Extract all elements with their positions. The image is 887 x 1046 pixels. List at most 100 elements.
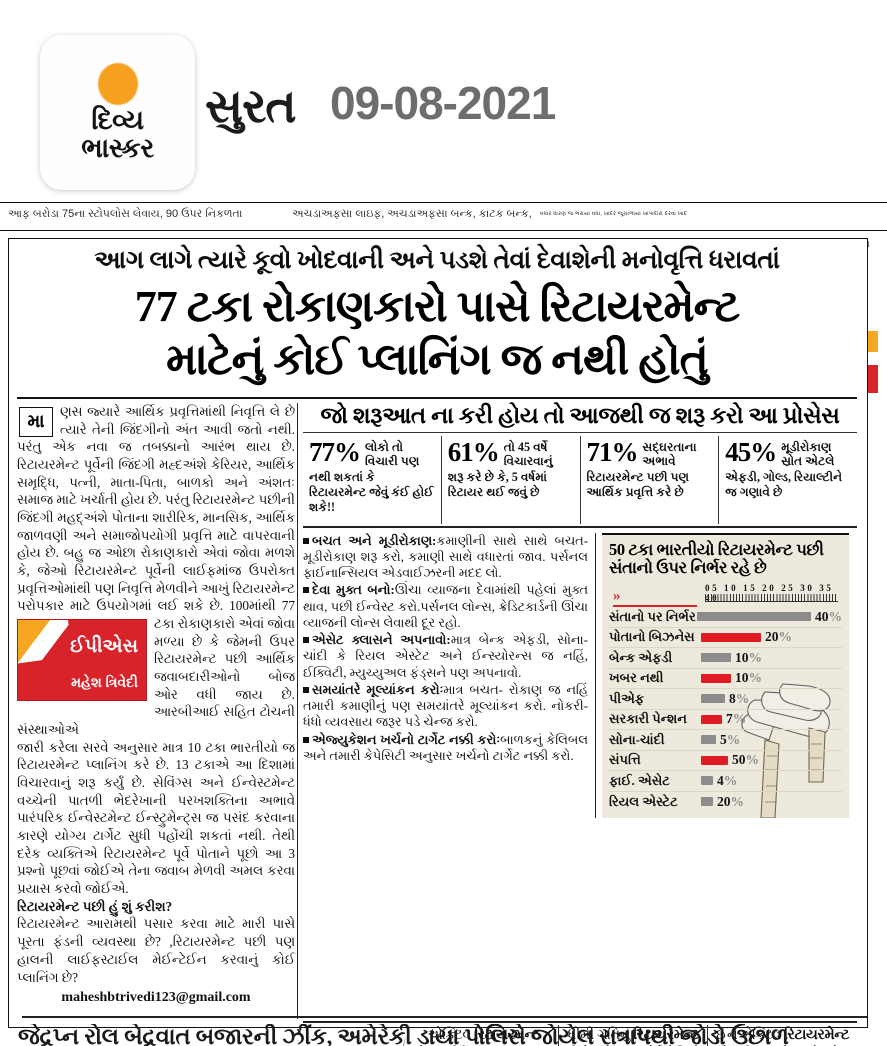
bar [701,714,722,724]
row-label: ફાઈ. એસેટ [609,772,670,788]
chart-title: 50 ટકા ભારતીયો રિટાયરમેન્ટ પછી સંતાનો ઉપ… [609,539,824,578]
divider-top-2 [0,230,887,231]
article-frame: આગ લાગે ત્યારે કૂવો ખોદવાની અને પડશે તેવ… [8,238,868,1046]
article-para-2: મળ્યા છે કે જેમની ઉપર રિટાયરમેન્ટ પછી આર… [17,633,295,738]
tip-lead: એસેટ ક્લાસને અપનાવો: [312,633,451,647]
edition-name: સુરત [205,79,297,132]
bullet-square-icon [303,587,309,594]
tip-lead: દેવા મુક્ત બનો: [312,583,395,598]
drop-cap: મા [19,407,53,437]
stats-row: 77% લોકો તો વિચારી પણ નથી શકતાં કે રિટાય… [303,436,857,524]
tip-lead: સમયાંતરે મૂલ્યાંકન કરોઃ [312,682,444,697]
list-item: દેવા મુક્ત બનો:ઊંચા વ્યાજના દેવામાંથી પહ… [303,582,588,631]
divya-bhaskar-logo[interactable]: દિવ્ય ભાસ્કર [40,35,195,190]
article-para-4: રિટાયરમેન્ટ આરામથી પસાર કરવા માટે મારી પ… [17,916,295,985]
sun-icon [97,62,138,105]
stat-value: 61% [447,437,500,467]
chart-rows: સંતાનો પર નિર્ભર 40% પોતાનો બિઝનેસ 20% બ… [609,607,842,812]
headline-kicker: આગ લાગે ત્યારે કૂવો ખોદવાની અને પડશે તેવ… [94,247,780,274]
top-ticker-strip: આફ બરોડા 75ના સ્ટોપલોસ લેવાય, 90 ઉપર નિક… [0,206,887,228]
column-divider-1 [297,403,298,1019]
row-value: 7% [726,711,747,727]
row-value: 40% [815,608,842,624]
table-row: બેન્ક એફડી 10% [609,648,842,669]
row-label: સંતાનો પર નિર્ભર [609,608,696,624]
stat-value: 77% [309,437,361,467]
stat-lede: મૂડીરોકાણ સ્રોત એટલે [781,440,835,469]
stats-title: જો શરૂઆત ના કરી હોય તો આજથી જ શરૂ કરો આ … [320,403,840,428]
bar [701,673,731,683]
row-label: સંપત્તિ [609,752,641,768]
article-para-1: ણસ જ્યારે આર્થિક પ્રવૃત્તિમાંથી નિવૃત્તિ… [17,404,295,632]
bar [701,735,716,745]
row-label: બેન્ક એફડી [609,649,673,665]
row-value: 50% [732,752,759,768]
table-row: ફાઈ. એસેટ 4% [609,771,842,792]
columnist-badge: ઈપીએસ મહેશ ત્રિવેદી [17,619,147,702]
stat-card: 71% સદ્ઘરતાના અભાવે રિટાયરમેન્ટ પછી પણ આ… [579,436,719,524]
list-item: બચત અને મૂડીરોકાણ:કમાણીની સાથે સાથે બચત-… [303,533,588,582]
bar [701,776,713,786]
row-label: પોતાનો બિઝનેસ [609,629,695,645]
stats-divider [303,432,857,433]
badge-brand: ઈપીએસ [70,636,138,658]
row-label: પીએફ [609,690,645,706]
headline-divider [17,397,857,399]
stat-description: રિટાયરમેન્ટ પછી પણ આર્થિક પ્રવૃત્તિ કરે … [586,470,690,499]
bar [701,632,761,642]
stat-description: નથી શકતાં કે રિટાયરમેન્ટ જેવું કંઈ હોઈ શ… [309,470,434,514]
panel-divider [303,1021,857,1023]
row-value: 4% [717,772,738,788]
masthead: દિવ્ય ભાસ્કર સુરત 09-08-2021 [0,0,887,200]
stat-value: 45% [725,437,777,467]
stat-lede: સદ્ઘરતાના અભાવે [642,440,697,469]
stat-description: એફડી, ગોલ્ડ, રિયાલ્ટીને જ ગણાવે છે [725,470,843,499]
issue-date: 09-08-2021 [330,77,556,129]
bullet-square-icon [303,736,309,743]
row-label: રિયલ એસ્ટેટ [609,793,678,809]
stat-value: 71% [586,437,639,467]
logo-line-2: ભાસ્કર [81,132,154,163]
table-row: સંતાનો પર નિર્ભર 40% [609,607,842,628]
row-value: 20% [765,629,792,645]
phase-title: ઈનએક્ટિવ રિટાયરમેન્ટ [716,1027,850,1043]
tip-text: માત્ર બચત- રોકાણ જ નહિં તમારી કમાણીનું પ… [303,682,589,730]
row-value: 5% [720,731,741,747]
tip-text: માત્ર બેન્ક એફડી, સોના-ચાંદી કે રિયલ એસ્… [303,633,588,680]
tips-and-chart: બચત અને મૂડીરોકાણ:કમાણીની સાથે સાથે બચત-… [303,532,857,818]
phase-title: ધીમી ગતિનું રિટાયરમેન્ટ [567,1027,699,1043]
brace-icon [399,1025,409,1046]
list-item: એજ્યુકેશન ખર્ચનો ટાર્ગેટ નક્કી કરોઃબાળકન… [303,732,588,765]
teaser-divider [22,1016,867,1018]
bullet-square-icon [303,537,309,544]
tip-text: કમાણીની સાથે સાથે બચત-મૂડીરોકાણ શરૂ કરો,… [303,533,588,581]
accent-rule [613,605,697,607]
row-value: 10% [735,670,762,686]
divider-top [0,202,887,203]
chart-axis: » 05 10 15 20 25 30 35 40 [609,583,842,607]
chart-container: 50 ટકા ભારતીયો રિટાયરમેન્ટ પછી સંતાનો ઉપ… [596,532,849,818]
axis-ruler [705,594,838,603]
list-item: એસેટ ક્લાસને અપનાવો:માત્ર બેન્ક એફડી, સો… [303,632,588,681]
headline-line-2: માટેનું કોઈ પ્લાનિંગ જ નથી હોતું [166,335,709,384]
logo-line-1: દિવ્ય [91,104,144,135]
tip-text: ઊંચા વ્યાજના દેવામાંથી પહેલાં મુક્ત થાવ,… [303,583,588,630]
bullet-square-icon [303,637,309,643]
stat-card: 77% લોકો તો વિચારી પણ નથી શકતાં કે રિટાય… [303,436,441,524]
row-value: 8% [729,690,750,706]
headline-line-1: 77 ટકા રોકાણકારો પાસે રિટાયરમેન્ટ [134,282,741,331]
bar [701,694,725,704]
table-row: સંપત્તિ 50% [609,751,842,772]
article-para-3: જારી કરેલા સરવે અનુસાર માત્ર 10 ટકા ભારત… [17,739,295,897]
row-value: 20% [717,793,744,809]
ticker-item-1: આફ બરોડા 75ના સ્ટોપલોસ લેવાય, 90 ઉપર નિક… [8,208,243,220]
article-body: મા ણસ જ્યારે આર્થિક પ્રવૃત્તિમાંથી નિવૃત… [17,403,295,1008]
bottom-teaser-headline: જેદ્રપ્ન રોલ બેદ્રવાત બજારની ઝીંક, અમેરે… [18,1024,789,1046]
row-value: 10% [735,649,762,665]
bar [701,797,713,807]
stat-description: શરૂ કરે છે કે, 5 વર્ષમાં રિટાયર થઈ જવું … [447,470,547,499]
author-email[interactable]: maheshbtrivedi123@gmail.com [61,990,251,1006]
stat-lede: લોકો તો વિચારી પણ [365,440,420,469]
hand-walking-stick-illustration [741,682,831,818]
